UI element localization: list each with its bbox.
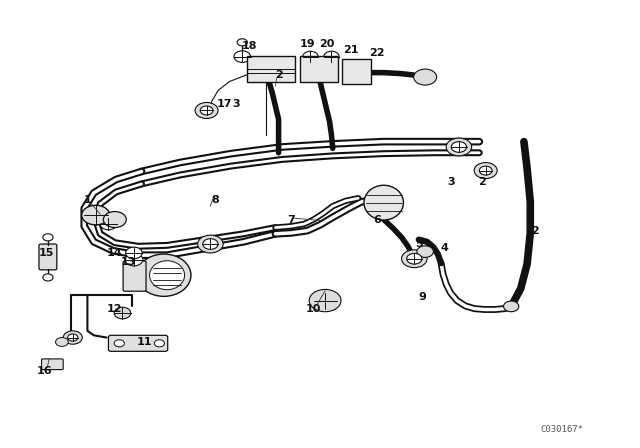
FancyBboxPatch shape: [42, 359, 63, 370]
Circle shape: [406, 254, 422, 264]
Circle shape: [200, 106, 213, 115]
Text: 8: 8: [211, 194, 219, 205]
Circle shape: [417, 246, 433, 258]
Circle shape: [82, 205, 109, 225]
Text: 5: 5: [415, 239, 422, 249]
Text: 1: 1: [84, 194, 92, 205]
Circle shape: [203, 239, 218, 250]
Text: 3: 3: [232, 99, 240, 109]
Text: 2: 2: [275, 70, 282, 80]
Text: 16: 16: [37, 366, 52, 376]
Circle shape: [234, 51, 250, 62]
Circle shape: [68, 334, 78, 341]
Circle shape: [324, 51, 339, 62]
Circle shape: [154, 340, 164, 347]
Circle shape: [125, 254, 143, 266]
Ellipse shape: [137, 254, 191, 296]
Text: 15: 15: [38, 248, 54, 258]
Circle shape: [114, 340, 124, 347]
Circle shape: [451, 142, 467, 152]
Text: 10: 10: [306, 304, 321, 314]
Circle shape: [103, 211, 126, 228]
Circle shape: [100, 218, 116, 230]
Circle shape: [43, 234, 53, 241]
Circle shape: [56, 337, 68, 346]
Text: 19: 19: [300, 39, 315, 49]
Text: 11: 11: [137, 337, 152, 347]
Text: 20: 20: [319, 39, 334, 49]
Circle shape: [446, 138, 472, 156]
FancyBboxPatch shape: [39, 244, 57, 270]
Circle shape: [303, 51, 318, 62]
Text: 9: 9: [418, 293, 426, 302]
FancyBboxPatch shape: [300, 56, 338, 82]
Circle shape: [401, 250, 427, 267]
Circle shape: [413, 69, 436, 85]
Text: 21: 21: [343, 45, 358, 56]
Text: 6: 6: [373, 215, 381, 224]
Circle shape: [474, 163, 497, 179]
Text: 2: 2: [479, 177, 486, 187]
FancyBboxPatch shape: [123, 261, 146, 291]
Text: 3: 3: [447, 177, 454, 187]
Text: 2: 2: [531, 226, 540, 236]
Circle shape: [125, 247, 142, 259]
Circle shape: [479, 166, 492, 175]
Circle shape: [198, 235, 223, 253]
Text: 18: 18: [242, 41, 258, 51]
Text: 13: 13: [121, 257, 136, 267]
Circle shape: [504, 301, 519, 312]
Text: 7: 7: [287, 215, 295, 224]
FancyBboxPatch shape: [108, 335, 168, 351]
Circle shape: [237, 39, 247, 46]
Text: 12: 12: [107, 304, 123, 314]
FancyBboxPatch shape: [342, 59, 371, 84]
Circle shape: [309, 289, 341, 312]
Text: 22: 22: [370, 47, 385, 58]
Ellipse shape: [150, 261, 184, 290]
Circle shape: [114, 307, 131, 319]
Circle shape: [195, 103, 218, 118]
Circle shape: [43, 274, 53, 281]
Ellipse shape: [364, 185, 403, 220]
Text: 17: 17: [217, 99, 232, 109]
Text: C030167*: C030167*: [541, 425, 584, 434]
Text: 4: 4: [440, 243, 448, 254]
FancyBboxPatch shape: [246, 56, 294, 82]
Text: 14: 14: [107, 248, 123, 258]
Circle shape: [63, 331, 83, 344]
